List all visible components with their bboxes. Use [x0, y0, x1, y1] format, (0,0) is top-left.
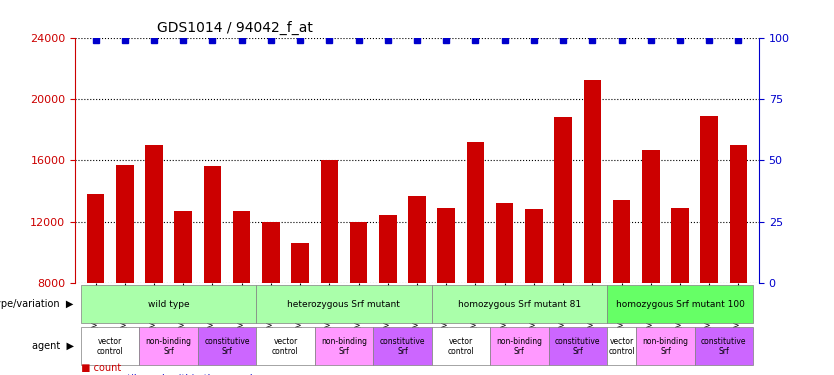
FancyBboxPatch shape: [636, 327, 695, 365]
Text: non-binding
Srf: non-binding Srf: [146, 337, 192, 356]
Bar: [701, 116, 718, 375]
Text: vector
control: vector control: [608, 337, 635, 356]
FancyBboxPatch shape: [432, 285, 607, 323]
Text: agent  ▶: agent ▶: [32, 341, 73, 351]
Bar: [496, 203, 514, 375]
Bar: [613, 200, 631, 375]
FancyBboxPatch shape: [607, 285, 753, 323]
Text: wild type: wild type: [148, 300, 189, 309]
Text: vector
control: vector control: [448, 337, 475, 356]
Bar: [379, 215, 396, 375]
Text: non-binding
Srf: non-binding Srf: [321, 337, 367, 356]
FancyBboxPatch shape: [432, 327, 490, 365]
Text: heterozygous Srf mutant: heterozygous Srf mutant: [288, 300, 400, 309]
FancyBboxPatch shape: [373, 327, 432, 365]
Bar: [642, 150, 660, 375]
Text: GDS1014 / 94042_f_at: GDS1014 / 94042_f_at: [157, 21, 313, 35]
Bar: [467, 142, 485, 375]
Bar: [291, 243, 309, 375]
Text: homozygous Srf mutant 81: homozygous Srf mutant 81: [458, 300, 580, 309]
FancyBboxPatch shape: [198, 327, 256, 365]
Text: non-binding
Srf: non-binding Srf: [642, 337, 688, 356]
Bar: [555, 117, 572, 375]
FancyBboxPatch shape: [549, 327, 607, 365]
Bar: [262, 222, 279, 375]
Bar: [584, 81, 601, 375]
Bar: [438, 208, 455, 375]
Bar: [320, 160, 338, 375]
Bar: [233, 211, 250, 375]
Text: ■ percentile rank within the sample: ■ percentile rank within the sample: [75, 374, 259, 375]
Bar: [203, 166, 221, 375]
Bar: [730, 145, 747, 375]
Bar: [525, 209, 543, 375]
FancyBboxPatch shape: [256, 285, 432, 323]
Text: constitutive
Srf: constitutive Srf: [701, 337, 746, 356]
Text: non-binding
Srf: non-binding Srf: [496, 337, 542, 356]
FancyBboxPatch shape: [139, 327, 198, 365]
Text: constitutive
Srf: constitutive Srf: [379, 337, 425, 356]
FancyBboxPatch shape: [695, 327, 753, 365]
Bar: [408, 196, 426, 375]
Bar: [174, 211, 192, 375]
Text: vector
control: vector control: [97, 337, 123, 356]
Bar: [87, 194, 104, 375]
FancyBboxPatch shape: [81, 285, 256, 323]
FancyBboxPatch shape: [81, 327, 139, 365]
Bar: [145, 145, 163, 375]
FancyBboxPatch shape: [256, 327, 314, 365]
FancyBboxPatch shape: [490, 327, 549, 365]
Text: constitutive
Srf: constitutive Srf: [204, 337, 250, 356]
Text: homozygous Srf mutant 100: homozygous Srf mutant 100: [615, 300, 745, 309]
Text: ■ count: ■ count: [75, 363, 121, 373]
Bar: [671, 208, 689, 375]
Text: genotype/variation  ▶: genotype/variation ▶: [0, 299, 73, 309]
Text: vector
control: vector control: [272, 337, 299, 356]
Text: constitutive
Srf: constitutive Srf: [555, 337, 600, 356]
FancyBboxPatch shape: [314, 327, 373, 365]
Bar: [116, 165, 133, 375]
Bar: [349, 222, 367, 375]
FancyBboxPatch shape: [607, 327, 636, 365]
